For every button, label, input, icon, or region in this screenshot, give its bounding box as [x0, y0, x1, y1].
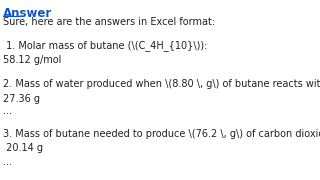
Text: 3. Mass of butane needed to produce \(76.2 \, g\) of carbon dioxide:: 3. Mass of butane needed to produce \(76… [3, 129, 320, 139]
Text: ...: ... [3, 106, 12, 116]
Text: 2. Mass of water produced when \(8.80 \, g\) of butane reacts with excess oxygen: 2. Mass of water produced when \(8.80 \,… [3, 79, 320, 89]
Text: 27.36 g: 27.36 g [3, 94, 40, 104]
Text: 58.12 g/mol: 58.12 g/mol [3, 55, 61, 65]
Text: 20.14 g: 20.14 g [3, 143, 43, 153]
Text: Sure, here are the answers in Excel format:: Sure, here are the answers in Excel form… [3, 17, 215, 27]
Text: ...: ... [3, 157, 12, 167]
Text: 1. Molar mass of butane (\(C_4H_{10}\)):: 1. Molar mass of butane (\(C_4H_{10}\)): [3, 40, 207, 51]
Text: Answer: Answer [3, 7, 52, 20]
